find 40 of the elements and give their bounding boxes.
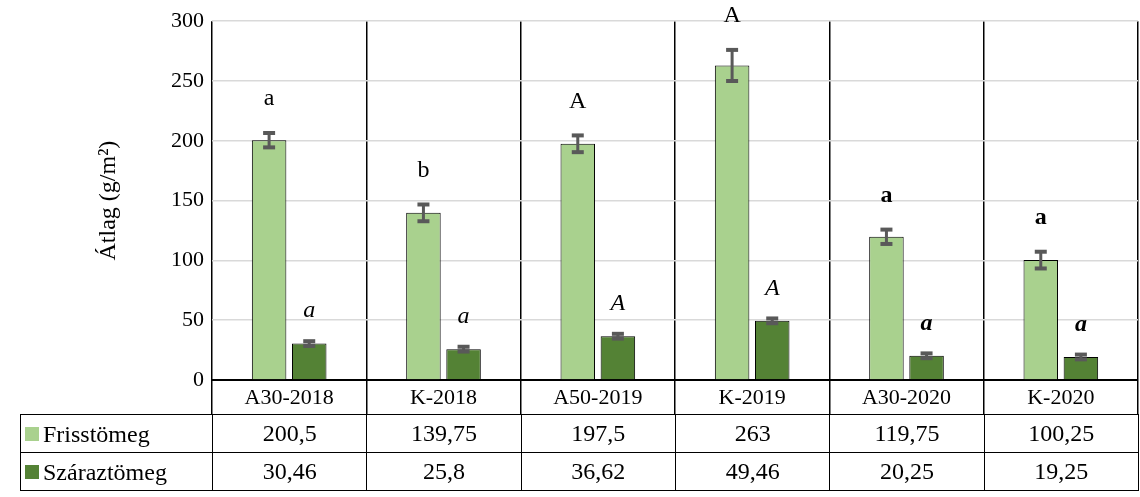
data-label: 30,46 (212, 452, 367, 491)
annotation: a (457, 302, 470, 329)
annotation: a (920, 308, 933, 335)
y-tick-label: 300 (171, 6, 204, 32)
data-label: 139,75 (366, 414, 522, 453)
annotation: b (417, 155, 430, 182)
annotation: A (608, 289, 626, 316)
data-label: 49,46 (675, 452, 830, 491)
annotation: A (723, 1, 742, 28)
x-tick-label: A30-2020 (861, 383, 952, 409)
data-label: 200,5 (212, 414, 367, 453)
annotation: a (1034, 202, 1047, 229)
y-tick-label: 250 (171, 66, 204, 92)
annotation: a (263, 84, 275, 111)
annotation: A (762, 273, 780, 300)
y-tick-label: 0 (193, 365, 204, 391)
x-tick-label: A50-2019 (553, 383, 643, 409)
x-tick-label: K-2020 (1027, 383, 1095, 409)
data-label: 36,62 (521, 452, 676, 491)
y-tick-label: 150 (171, 186, 204, 212)
data-label: 25,8 (366, 452, 522, 491)
data-label: 20,25 (829, 452, 985, 491)
legend-label: Száraztömeg (43, 458, 167, 485)
x-tick-label: K-2019 (718, 383, 786, 409)
annotation: a (880, 180, 893, 207)
legend-label: Frisstömeg (43, 420, 150, 447)
data-label: 197,5 (521, 414, 676, 453)
x-tick-label: K-2018 (409, 383, 478, 409)
x-tick-label: A30-2018 (244, 383, 334, 409)
data-label: 19,25 (984, 452, 1139, 491)
annotation: a (303, 296, 316, 323)
data-label: 263 (675, 414, 830, 453)
y-tick-label: 50 (182, 305, 204, 331)
annotation: a (1074, 309, 1087, 336)
y-tick-label: 100 (171, 246, 204, 272)
y-axis-title: Átlag (g/m²) (93, 140, 120, 261)
data-label: 119,75 (829, 414, 985, 453)
y-tick-label: 200 (171, 126, 204, 152)
annotation: A (569, 86, 588, 113)
data-label: 100,25 (984, 414, 1139, 453)
